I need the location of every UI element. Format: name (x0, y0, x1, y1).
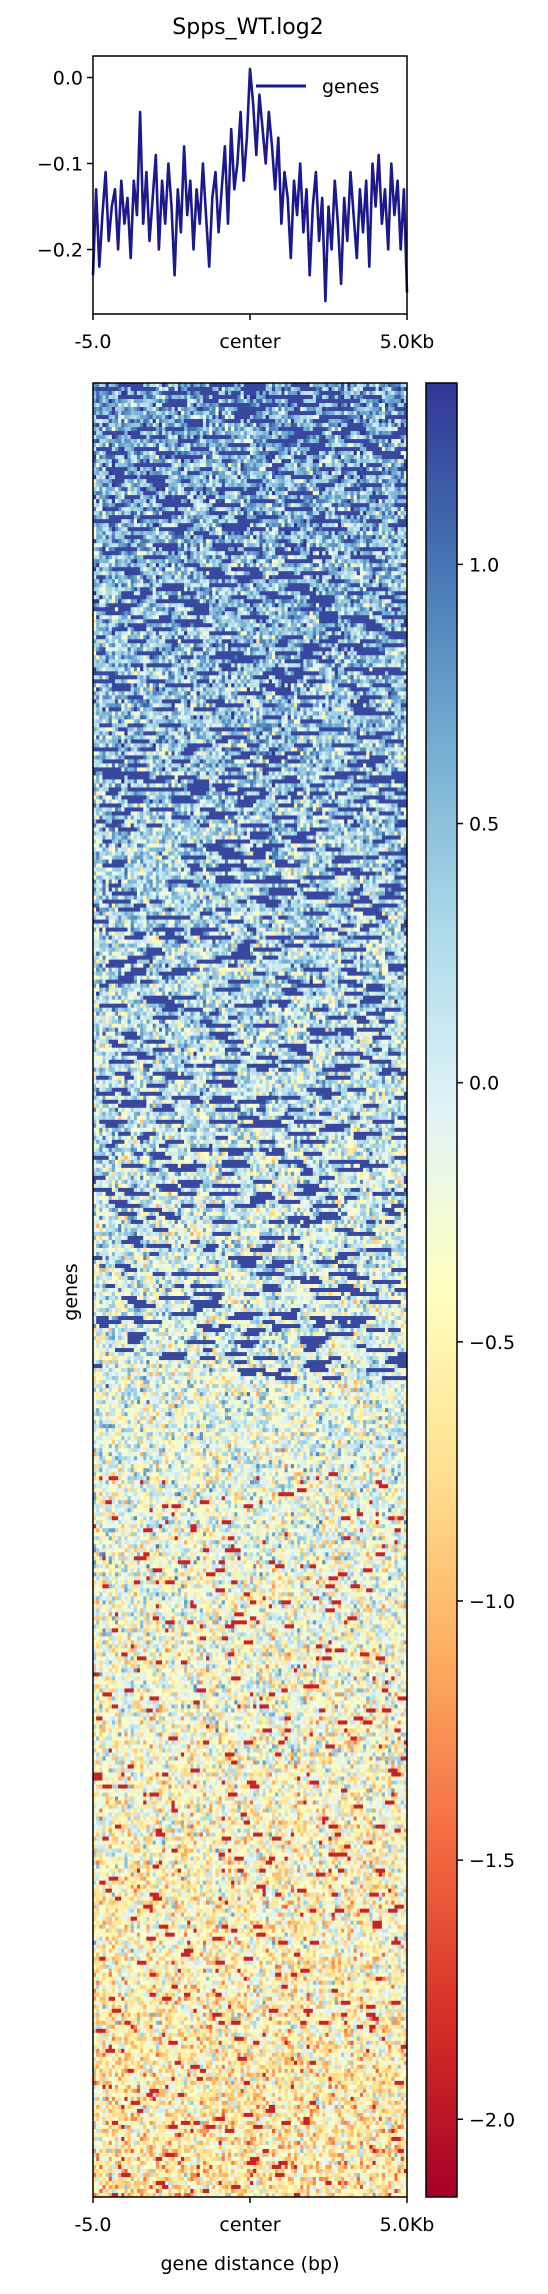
heatmap-cells (93, 383, 408, 2198)
profile-line-group (91, 67, 409, 303)
legend-label-genes: genes (322, 76, 379, 98)
colorbar-tick-label: 0.5 (469, 814, 499, 836)
heatmap-x-axis: -5.0 center 5.0Kb (74, 2197, 434, 2236)
colorbar-tick-label: 0.0 (469, 1073, 499, 1095)
colorbar-gradient (425, 382, 458, 2198)
profile-x-axis: -5.0 center 5.0Kb (74, 314, 434, 353)
heatmap-plot: -5.0 center 5.0Kb gene distance (bp) genes (60, 382, 434, 2275)
profile-y-tick-label: −0.1 (37, 154, 83, 176)
profile-x-tick-label: center (219, 331, 280, 353)
profile-plot: Spps_WT.log2 0.0 −0.1 −0.2 -5.0 center 5.0Kb… (37, 15, 435, 353)
profile-x-tick-label: -5.0 (74, 331, 111, 353)
colorbar-tick-label: −0.5 (469, 1332, 515, 1354)
colorbar-tick-label: −1.5 (469, 1850, 515, 1872)
colorbar-tick-label: 1.0 (469, 554, 499, 576)
colorbar: 1.0 0.5 0.0 −0.5 −1.0 −1.5 −2.0 (425, 382, 515, 2198)
colorbar-tick-label: −1.0 (469, 1591, 515, 1613)
heatmap-x-tick-label: center (219, 2214, 280, 2236)
heatmap-ylabel: genes (60, 1263, 82, 1320)
heatmap-x-tick-label: 5.0Kb (380, 2214, 435, 2236)
profile-y-tick-label: 0.0 (53, 68, 83, 90)
profile-frame (92, 55, 408, 315)
profile-x-tick-label: 5.0Kb (380, 331, 435, 353)
profile-series-genes (91, 67, 409, 303)
profile-y-axis: 0.0 −0.1 −0.2 (37, 68, 93, 262)
profile-title: Spps_WT.log2 (172, 15, 323, 40)
colorbar-tick-label: −2.0 (469, 2109, 515, 2131)
heatmap-x-tick-label: -5.0 (74, 2214, 111, 2236)
heatmap-xlabel: gene distance (bp) (160, 2253, 339, 2275)
colorbar-ticks: 1.0 0.5 0.0 −0.5 −1.0 −1.5 −2.0 (457, 554, 515, 2131)
profile-legend: genes (256, 76, 379, 98)
profile-y-tick-label: −0.2 (37, 240, 83, 262)
